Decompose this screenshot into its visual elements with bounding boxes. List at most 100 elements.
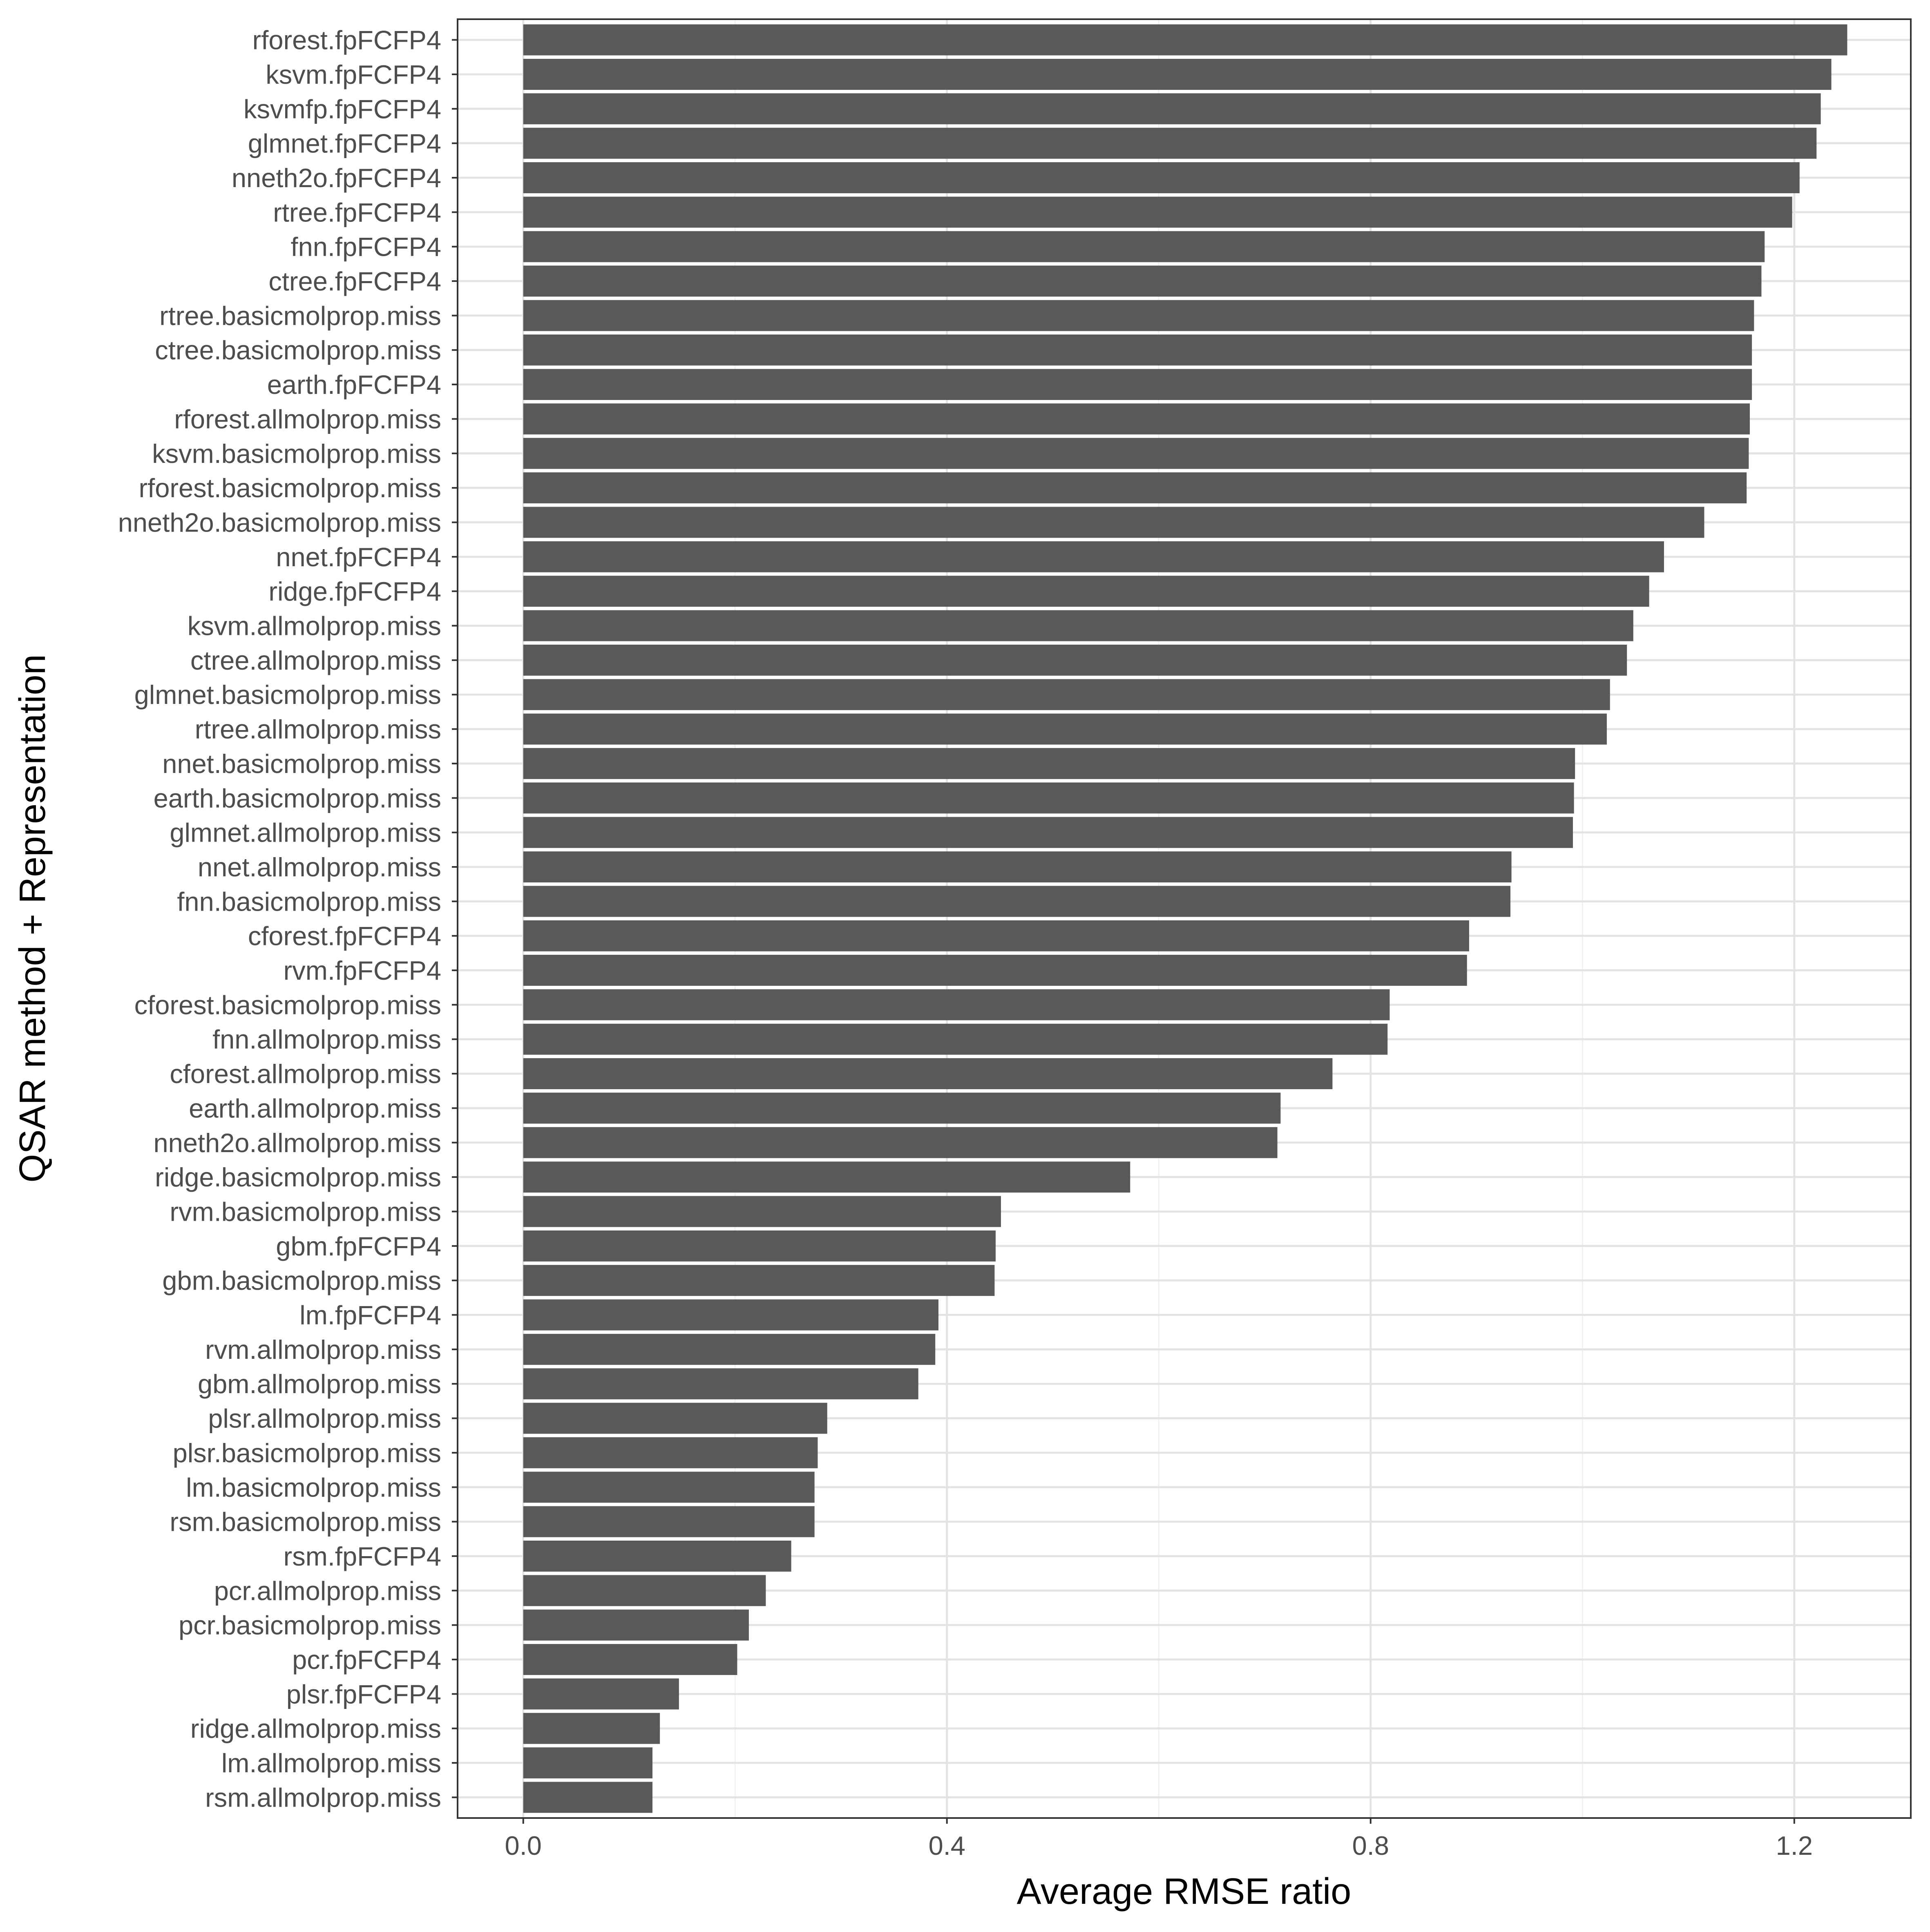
y-tick-label: gbm.allmolprop.miss [198,1369,441,1399]
y-tick-label: rvm.allmolprop.miss [205,1335,441,1365]
x-tick-label: 0.4 [929,1831,965,1861]
bar [523,955,1467,986]
y-tick-label: ctree.allmolprop.miss [190,645,441,675]
y-tick-label: rvm.fpFCFP4 [284,956,441,985]
y-tick-label: lm.fpFCFP4 [299,1300,441,1330]
y-tick-label: ksvmfp.fpFCFP4 [243,94,441,124]
bar [523,1472,815,1503]
y-tick-label: nneth2o.basicmolprop.miss [118,507,441,537]
y-tick-label: plsr.allmolprop.miss [208,1404,441,1434]
bar [523,1403,827,1434]
y-tick-label: rforest.basicmolprop.miss [139,473,442,503]
bar [523,438,1749,469]
bar [523,300,1754,331]
y-tick-label: glmnet.basicmolprop.miss [134,680,441,710]
bar [523,334,1752,366]
bar [523,713,1607,745]
y-tick-label: cforest.basicmolprop.miss [134,990,441,1020]
bar [523,1644,737,1675]
y-tick-label: cforest.fpFCFP4 [248,921,441,951]
y-tick-label: rtree.basicmolprop.miss [159,301,441,331]
y-tick-label: ksvm.basicmolprop.miss [152,439,441,469]
y-tick-label: rsm.basicmolprop.miss [170,1507,441,1537]
y-tick-label: pcr.fpFCFP4 [292,1645,441,1675]
y-tick-label: cforest.allmolprop.miss [170,1059,441,1089]
y-tick-label: glmnet.fpFCFP4 [248,129,441,159]
y-tick-label: earth.fpFCFP4 [267,370,441,400]
y-tick-label: rsm.allmolprop.miss [205,1782,441,1812]
bar [523,886,1511,917]
y-tick-label: nnet.basicmolprop.miss [162,749,441,779]
x-tick-label: 0.0 [505,1831,542,1861]
bar [523,748,1575,779]
bar [523,127,1817,159]
x-axis-title: Average RMSE ratio [1017,1871,1351,1912]
y-tick-label: lm.allmolprop.miss [221,1748,441,1778]
panel-border [457,18,1912,1819]
y-tick-label: fnn.fpFCFP4 [291,232,441,262]
bar [523,1575,766,1606]
y-tick-label: fnn.allmolprop.miss [212,1025,441,1054]
bar [523,59,1832,90]
y-tick-label: pcr.allmolprop.miss [214,1576,441,1606]
y-axis-title: QSAR method + Representation [12,654,53,1182]
y-tick-label: ctree.basicmolprop.miss [155,335,441,365]
y-tick-label: rtree.allmolprop.miss [195,715,441,744]
bar [523,266,1762,297]
y-tick-label: gbm.fpFCFP4 [276,1231,441,1261]
bar [523,24,1847,56]
bar [523,1506,815,1537]
bar [523,1747,653,1778]
y-tick-label: plsr.fpFCFP4 [286,1679,441,1709]
y-tick-label: nneth2o.allmolprop.miss [153,1128,441,1158]
y-tick-label: ridge.allmolprop.miss [190,1714,441,1744]
y-tick-label: gbm.basicmolprop.miss [162,1266,441,1295]
y-tick-label: fnn.basicmolprop.miss [177,887,441,916]
y-tick-label: rforest.allmolprop.miss [174,404,441,434]
bar [523,231,1765,262]
bar [523,93,1821,125]
bar [523,1678,679,1710]
bar [523,920,1469,951]
bar [523,197,1792,228]
bar [523,1540,791,1572]
y-tick-label: ridge.basicmolprop.miss [155,1162,441,1192]
bar [523,1230,996,1262]
y-tick-label: rtree.fpFCFP4 [273,197,441,227]
bar [523,576,1649,607]
x-tick-layer: 0.0 0.4 0.8 1.2 [505,1818,1813,1861]
y-tick-label: earth.allmolprop.miss [189,1093,441,1123]
bar [523,1058,1333,1090]
bar [523,1299,939,1331]
bar [523,989,1390,1021]
bar [523,1609,749,1641]
x-tick-label: 0.8 [1352,1831,1389,1861]
bar-layer [523,24,1847,1813]
bar [523,541,1664,572]
bar [523,610,1633,641]
y-tick-label: lm.basicmolprop.miss [186,1472,441,1502]
y-tick-label: ksvm.fpFCFP4 [266,60,441,89]
bar [523,1265,995,1296]
bar [523,1368,918,1400]
bar [523,679,1610,710]
bar [523,1782,653,1813]
y-tick-label: nnet.fpFCFP4 [276,542,441,572]
x-tick-label: 1.2 [1776,1831,1813,1861]
bar [523,1023,1388,1055]
y-tick-label: nnet.allmolprop.miss [198,852,441,882]
y-tick-label: plsr.basicmolprop.miss [173,1438,441,1468]
bar [523,851,1512,882]
y-tick-label: rsm.fpFCFP4 [284,1541,441,1571]
bar [523,1127,1278,1158]
bar [523,644,1627,676]
bar [523,1161,1130,1193]
bar [523,507,1704,538]
bar [523,162,1800,193]
y-tick-label: pcr.basicmolprop.miss [179,1610,441,1640]
y-tick-label: ksvm.allmolprop.miss [188,611,441,641]
y-tick-label: rforest.fpFCFP4 [252,25,441,55]
bar [523,403,1750,435]
